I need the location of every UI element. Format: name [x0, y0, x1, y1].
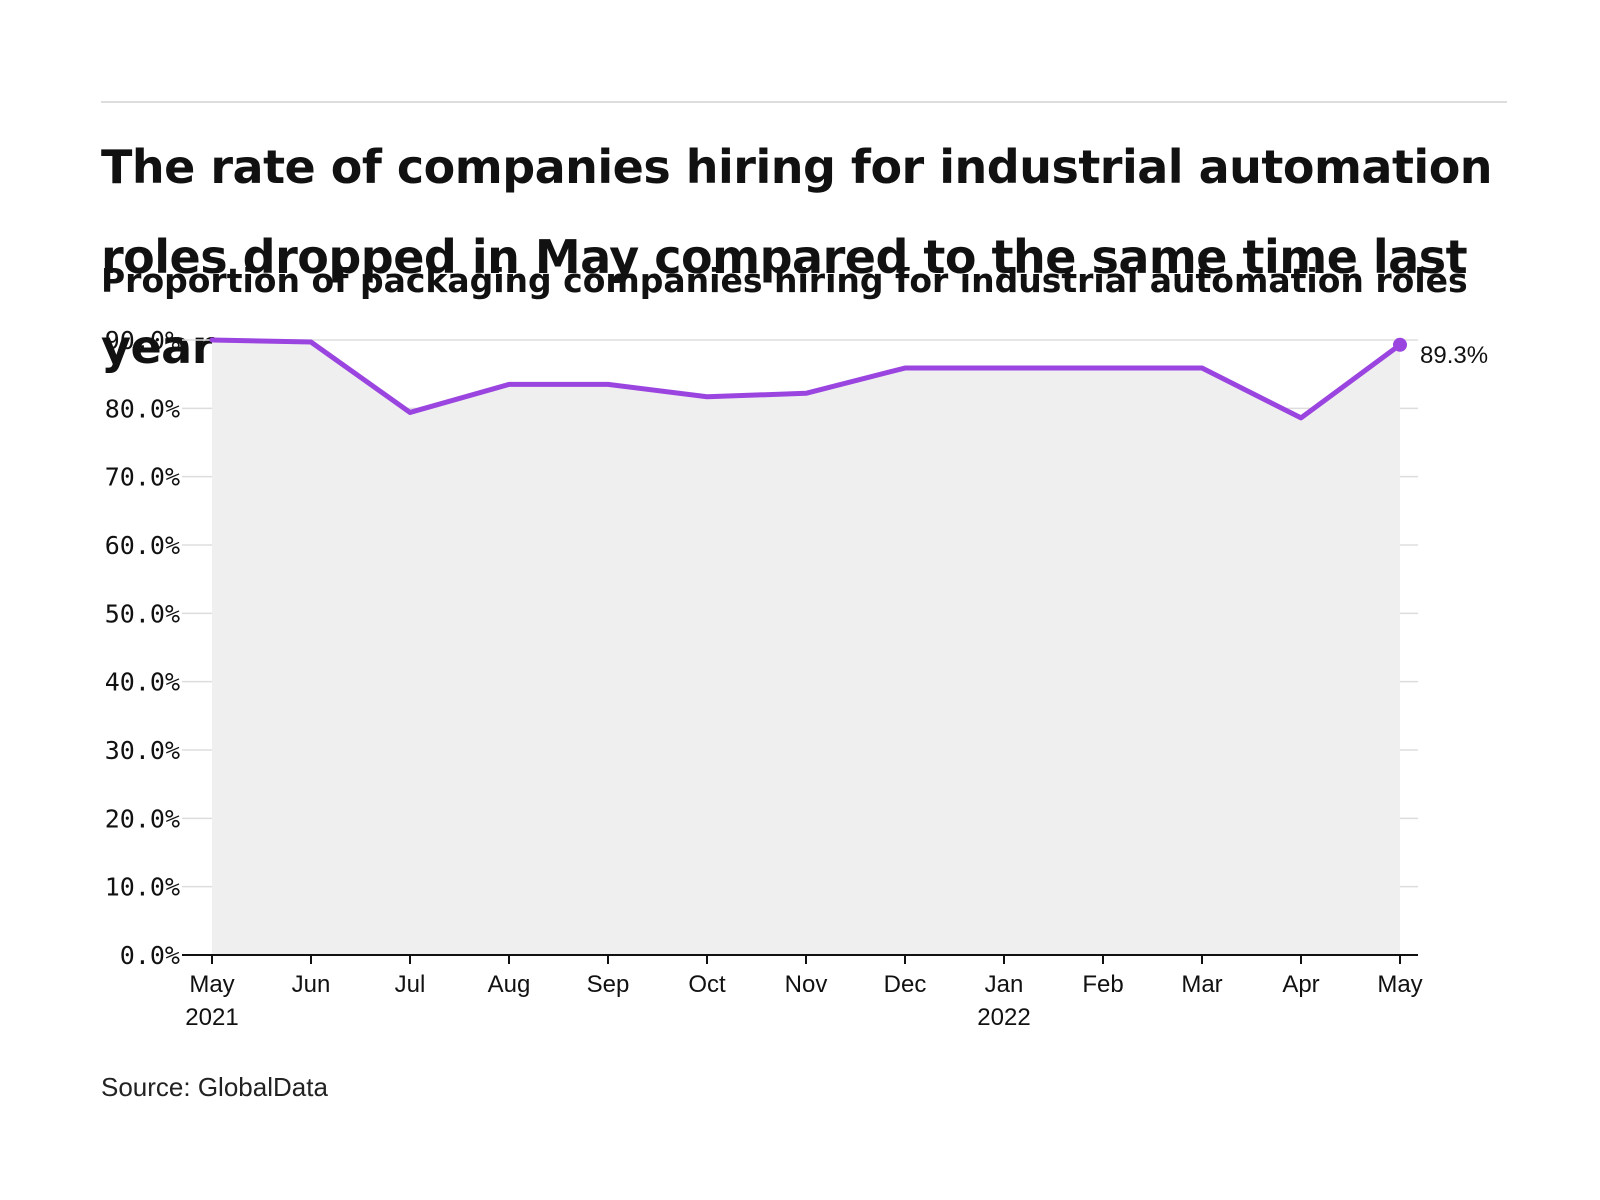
area-layer [212, 340, 1400, 955]
y-tick-label: 60.0% [105, 531, 180, 560]
x-tick-label: May [189, 971, 234, 998]
chart-title: The rate of companies hiring for industr… [101, 140, 1493, 374]
x-tick-label: Nov [785, 971, 828, 998]
x-tick-label: Aug [488, 971, 531, 998]
x-tick-label: Jun [292, 971, 331, 998]
x-tick-label: Mar [1181, 971, 1222, 998]
x-tick-label: 2021 [185, 1004, 238, 1031]
end-value-label: 89.3% [1420, 342, 1488, 369]
labels-layer: 0.0% 10.0% 20.0% 30.0% 40.0% 50.0% 60.0% 70.0% 8… [105, 326, 1488, 1031]
y-tick-label: 30.0% [105, 736, 180, 765]
x-tick-label: Apr [1282, 971, 1319, 998]
x-tick-label: 2022 [977, 1004, 1030, 1031]
x-tick-label: Dec [884, 971, 927, 998]
x-tick-label: May [1377, 971, 1422, 998]
axes [182, 954, 1418, 964]
x-tick-label: Feb [1082, 971, 1123, 998]
x-tick-label: Sep [587, 971, 630, 998]
y-tick-label: 20.0% [105, 804, 180, 833]
y-tick-label: 10.0% [105, 873, 180, 902]
chart-subtitle: Proportion of packaging companies hiring… [101, 261, 1468, 300]
x-tick-label: Jul [395, 971, 426, 998]
source-note: Source: GlobalData [101, 1072, 328, 1102]
y-tick-label: 90.0% [105, 326, 180, 355]
x-tick-label: Jan [985, 971, 1024, 998]
y-tick-label: 80.0% [105, 394, 180, 423]
series-line [209, 337, 1403, 421]
end-point-marker [1393, 337, 1407, 352]
y-tick-label: 70.0% [105, 463, 180, 492]
series-layer [209, 337, 1407, 421]
y-tick-label: 0.0% [120, 941, 180, 970]
y-tick-label: 40.0% [105, 668, 180, 697]
x-tick-label: Oct [688, 971, 726, 998]
y-tick-label: 50.0% [105, 599, 180, 628]
top-divider [101, 101, 1507, 103]
area-fill [212, 340, 1400, 955]
